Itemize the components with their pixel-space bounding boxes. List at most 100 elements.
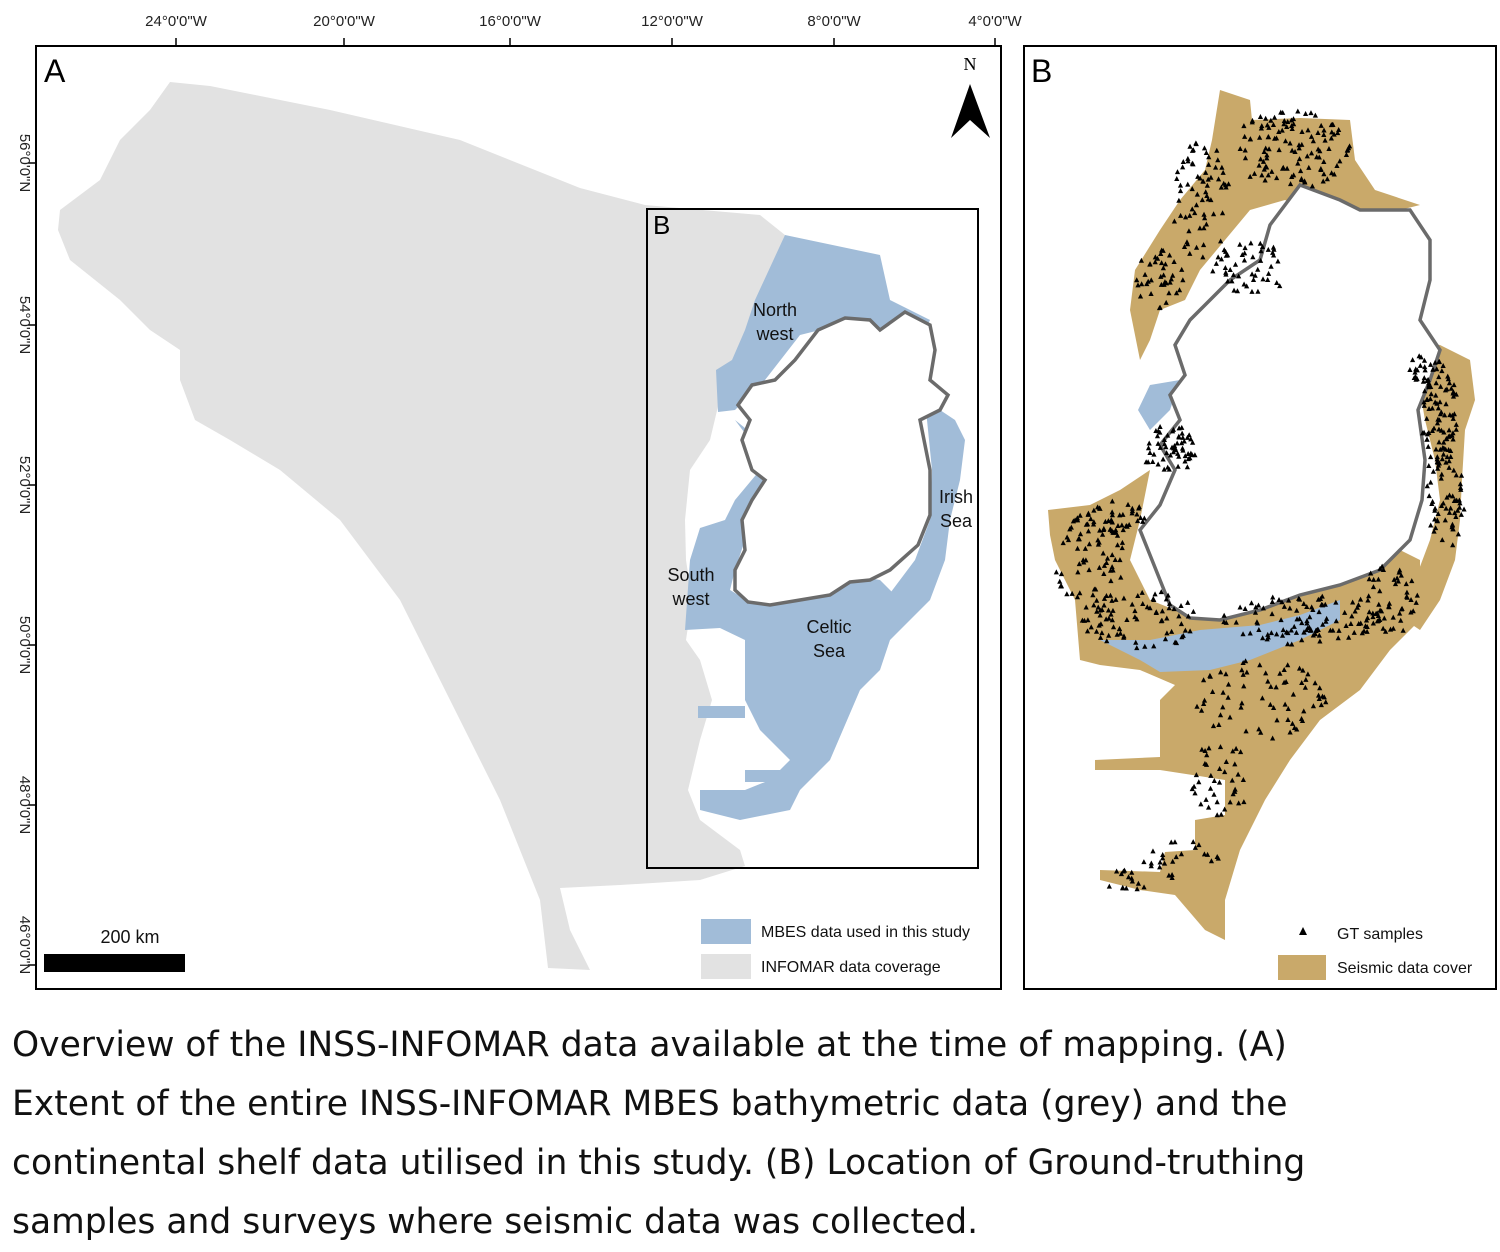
gt-sample-marker (1448, 454, 1454, 460)
gt-sample-marker (1264, 164, 1270, 170)
gt-sample-marker (1077, 590, 1083, 596)
gt-sample-marker (1281, 118, 1287, 124)
mbes-band-west (1138, 380, 1180, 430)
gt-sample-marker (1310, 607, 1316, 613)
scale-bar: 200 km (44, 927, 185, 972)
gt-sample-marker (1288, 117, 1295, 123)
gt-sample-marker (1240, 671, 1246, 677)
gt-sample-marker (1242, 606, 1248, 612)
gt-sample-marker (1222, 769, 1228, 775)
gt-sample-marker (1382, 628, 1389, 634)
legend-label-mbes: MBES data used in this study (761, 924, 970, 941)
gt-sample-marker (1281, 603, 1287, 609)
gt-sample-marker (1220, 169, 1226, 175)
gt-sample-marker (1321, 131, 1327, 137)
gt-sample-marker (1258, 156, 1264, 162)
gt-sample-marker (1370, 614, 1376, 620)
gt-sample-marker (1428, 391, 1434, 397)
gt-sample-marker (1112, 557, 1118, 563)
gt-sample-marker (1334, 163, 1340, 169)
gt-sample-marker (1365, 597, 1371, 603)
gt-sample-marker (1404, 593, 1410, 599)
gt-sample-marker (1240, 659, 1246, 665)
gt-sample-marker (1265, 134, 1272, 140)
gt-sample-marker (1386, 603, 1392, 609)
gt-sample-marker (1144, 281, 1150, 287)
gt-sample-marker (1189, 147, 1196, 153)
gt-sample-marker (1453, 472, 1459, 478)
gt-sample-marker (1135, 592, 1141, 598)
gt-sample-marker (1161, 436, 1167, 442)
gt-sample-marker (1249, 288, 1255, 294)
gt-sample-marker (1265, 634, 1271, 640)
gt-sample-marker (1375, 576, 1382, 582)
gt-sample-marker (1428, 522, 1434, 528)
gt-sample-marker (1164, 432, 1171, 438)
panel-b-map: B GT samples Seismic data cover (1023, 45, 1497, 990)
infomar-coverage-area (58, 82, 790, 970)
gt-sample-marker (1421, 375, 1427, 381)
region-celtic-sea-line2: Sea (813, 641, 846, 661)
gt-sample-marker (1450, 526, 1456, 532)
gt-sample-marker (1180, 158, 1186, 164)
gt-sample-marker (1129, 505, 1135, 511)
gt-sample-marker (1419, 430, 1426, 436)
gt-sample-marker (1146, 440, 1152, 446)
gt-sample-marker (1161, 466, 1167, 472)
lon-tick-24w: 24°0'0"W (145, 13, 208, 30)
gt-sample-marker (1190, 439, 1196, 445)
gt-sample-marker (1150, 458, 1156, 464)
gt-sample-marker (1387, 626, 1394, 632)
gt-sample-marker (1114, 532, 1121, 538)
gt-sample-marker (1095, 604, 1101, 610)
gt-sample-marker (1265, 277, 1271, 283)
gt-sample-marker (1201, 211, 1207, 217)
gt-sample-marker (1433, 392, 1439, 398)
gt-sample-marker (1446, 464, 1452, 470)
gt-sample-marker (1236, 800, 1242, 806)
gt-sample-marker (1249, 119, 1255, 125)
gt-sample-marker (1198, 801, 1204, 807)
gt-sample-marker (1242, 155, 1249, 161)
gt-sample-marker (1322, 601, 1328, 607)
gt-sample-marker (1097, 607, 1103, 613)
gt-sample-marker (1215, 176, 1222, 182)
lon-tick-12w: 12°0'0"W (641, 13, 704, 30)
gt-sample-marker (1094, 597, 1100, 603)
gt-sample-marker (1203, 796, 1209, 802)
gt-sample-marker (1454, 507, 1461, 513)
gt-sample-marker (1421, 357, 1428, 363)
ireland-landmass (733, 309, 951, 607)
gt-sample-marker (1213, 164, 1219, 170)
gt-sample-marker (1292, 148, 1298, 154)
gt-sample-marker (1211, 791, 1217, 797)
gt-sample-marker (1137, 514, 1144, 520)
gt-sample-marker (1074, 545, 1081, 551)
gt-sample-marker (1299, 718, 1306, 724)
gt-sample-marker (1110, 624, 1117, 630)
gt-sample-marker (1436, 417, 1443, 423)
gt-sample-marker (1249, 271, 1255, 277)
gt-sample-marker (1331, 171, 1337, 177)
gt-sample-marker (1446, 509, 1453, 515)
gt-sample-marker (1176, 434, 1182, 440)
gt-sample-marker (1281, 667, 1287, 673)
gt-sample-marker (1304, 153, 1310, 159)
gt-sample-marker (1304, 604, 1310, 610)
gt-sample-marker (1120, 511, 1126, 517)
gt-sample-marker (1220, 704, 1226, 710)
gt-sample-marker (1257, 240, 1263, 246)
gt-sample-marker (1141, 859, 1147, 865)
gt-sample-marker (1398, 617, 1404, 623)
seismic-east-cover (1405, 340, 1475, 630)
gt-sample-marker (1285, 706, 1291, 712)
gt-sample-marker (1058, 583, 1065, 589)
gt-sample-marker (1435, 465, 1441, 471)
gt-sample-marker (1299, 637, 1305, 643)
gt-sample-marker (1279, 632, 1286, 638)
lat-tick-54n: 54°0'0"N (16, 296, 33, 354)
gt-sample-marker (1121, 867, 1128, 873)
gt-sample-marker (1206, 745, 1212, 751)
gt-sample-marker (1274, 717, 1280, 723)
gt-sample-marker (1202, 748, 1208, 754)
